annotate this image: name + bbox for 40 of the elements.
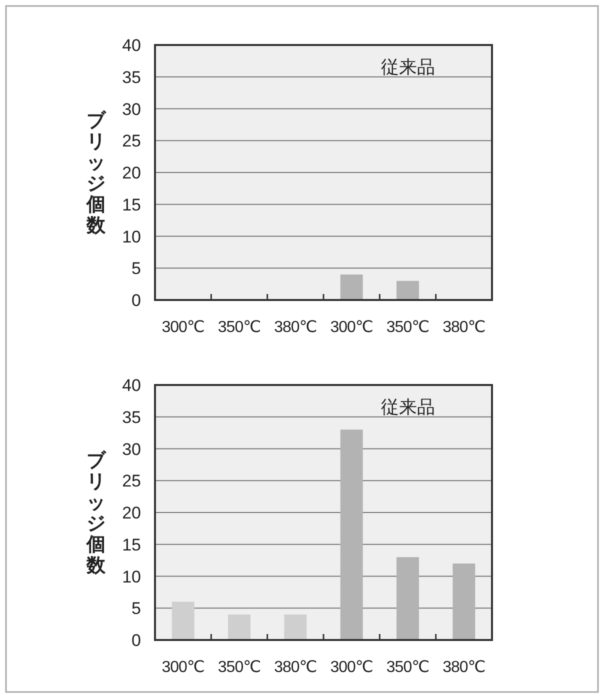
y-tick-label: 25: [122, 132, 141, 151]
bar: [396, 557, 419, 640]
y-tick-label: 20: [122, 164, 141, 182]
x-tick-label: 350℃: [386, 319, 430, 336]
y-tick-label: 0: [132, 291, 141, 310]
y-axis-title: ブリッジ個数: [86, 450, 106, 576]
bar: [172, 602, 194, 640]
y-tick-label: 35: [122, 68, 141, 87]
y-tick-label: 10: [122, 227, 141, 246]
bar: [452, 564, 476, 640]
x-tick-label: 380℃: [274, 319, 317, 336]
bar: [284, 614, 307, 640]
annotation: 従来品: [380, 57, 435, 77]
y-tick-label: 35: [122, 408, 141, 427]
bar: [228, 614, 250, 640]
x-tick-label: 350℃: [218, 319, 261, 336]
y-tick-label: 25: [122, 472, 141, 491]
y-tick-label: 10: [122, 567, 141, 586]
y-tick-label: 40: [122, 376, 141, 395]
x-tick-label: 380℃: [442, 319, 486, 336]
bar: [340, 430, 363, 640]
y-tick-label: 15: [122, 195, 141, 214]
x-tick-label: 350℃: [386, 659, 430, 676]
y-axis-title: ブリッジ個数: [86, 110, 106, 236]
x-tick-label: 300℃: [330, 659, 373, 676]
x-tick-label: 300℃: [162, 659, 204, 676]
y-tick-label: 20: [122, 504, 141, 522]
y-tick-label: 15: [122, 535, 141, 554]
y-tick-label: 30: [122, 100, 141, 119]
x-tick-label: 300℃: [162, 319, 204, 336]
x-tick-label: 300℃: [330, 319, 373, 336]
y-tick-label: 40: [122, 36, 141, 55]
y-tick-label: 5: [132, 259, 141, 278]
x-tick-label: 350℃: [218, 659, 261, 676]
y-tick-label: 0: [132, 631, 141, 650]
annotation: 従来品: [380, 397, 435, 417]
y-tick-label: 30: [122, 440, 141, 459]
y-tick-label: 5: [132, 599, 141, 618]
x-tick-label: 380℃: [442, 659, 486, 676]
x-tick-label: 380℃: [274, 659, 317, 676]
